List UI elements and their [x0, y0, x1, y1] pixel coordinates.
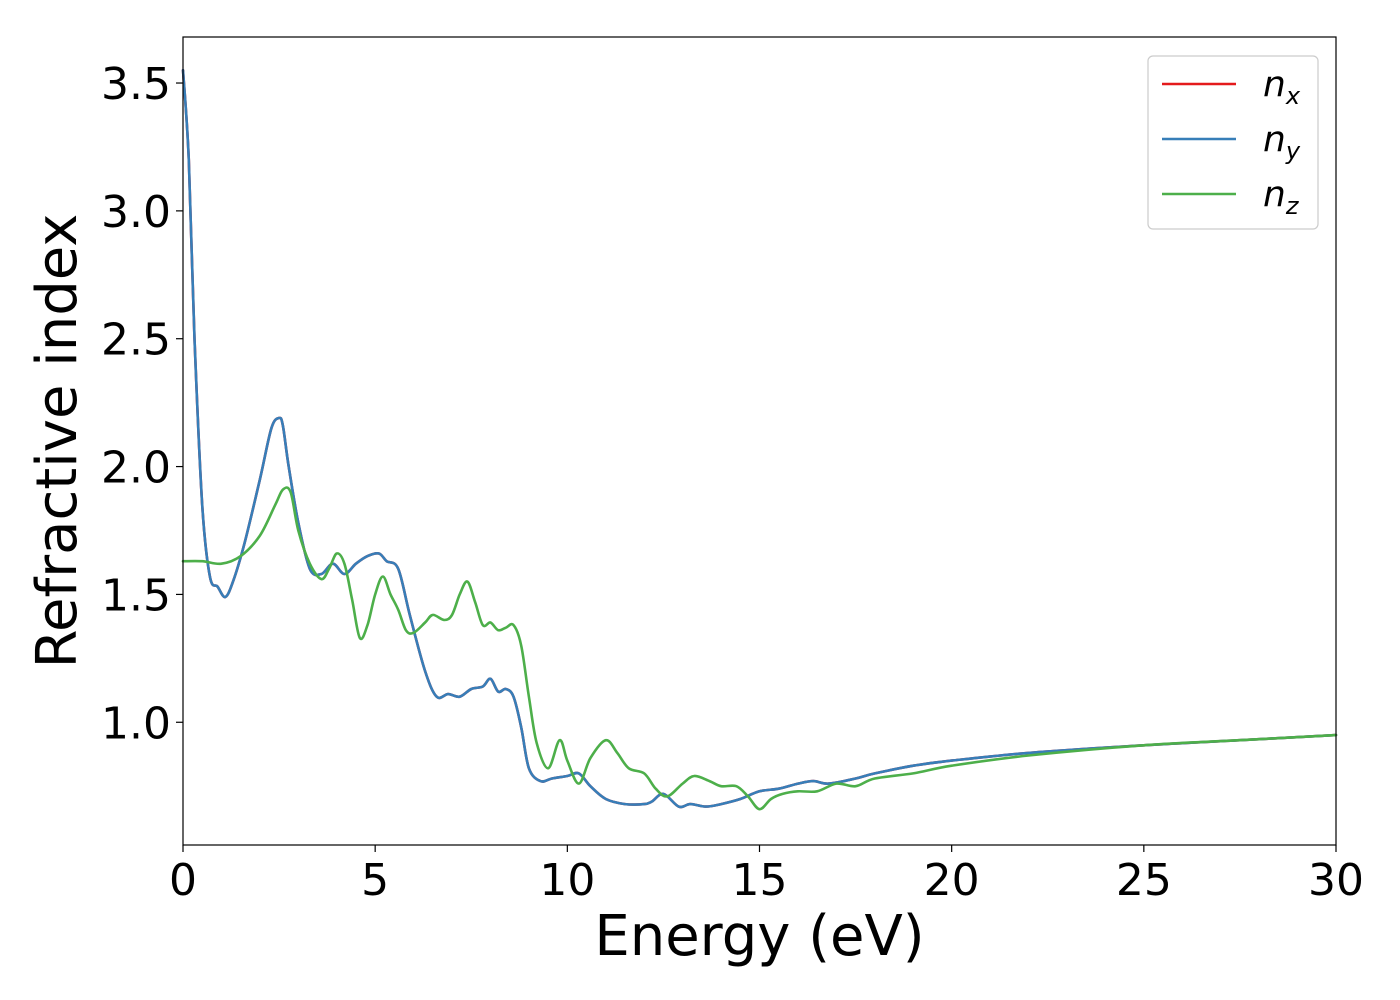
x-tick-label: 15 — [732, 855, 788, 906]
legend-box — [1147, 55, 1319, 230]
y-tick-label: 3.0 — [101, 187, 171, 238]
y-axis-title: Refractive index — [25, 214, 90, 669]
x-tick-label: 10 — [539, 855, 595, 906]
legend-label-z: nz — [1263, 174, 1300, 220]
y-tick-label: 1.5 — [101, 570, 171, 621]
y-tick-label: 2.0 — [101, 443, 171, 494]
y-tick-label: 2.5 — [101, 315, 171, 366]
legend: nx ny nz — [1147, 55, 1319, 230]
x-tick-label: 20 — [924, 855, 980, 906]
series-line-y — [181, 68, 1338, 809]
x-axis-ticks: 0 5 10 15 20 25 30 — [169, 845, 1364, 906]
plot-background — [183, 37, 1336, 845]
x-tick-label: 25 — [1116, 855, 1172, 906]
y-axis-ticks: 1.0 1.5 2.0 2.5 3.0 3.5 — [101, 59, 183, 749]
x-tick-label: 30 — [1308, 855, 1364, 906]
legend-label-x: nx — [1263, 64, 1301, 110]
x-tick-label: 5 — [361, 855, 389, 906]
y-tick-label: 1.0 — [101, 698, 171, 749]
series-layer — [181, 68, 1338, 811]
y-tick-label: 3.5 — [101, 59, 171, 110]
x-axis-title: Energy (eV) — [594, 904, 924, 969]
legend-label-y: ny — [1263, 119, 1301, 165]
x-tick-label: 0 — [169, 855, 197, 906]
series-line-z — [181, 486, 1338, 811]
